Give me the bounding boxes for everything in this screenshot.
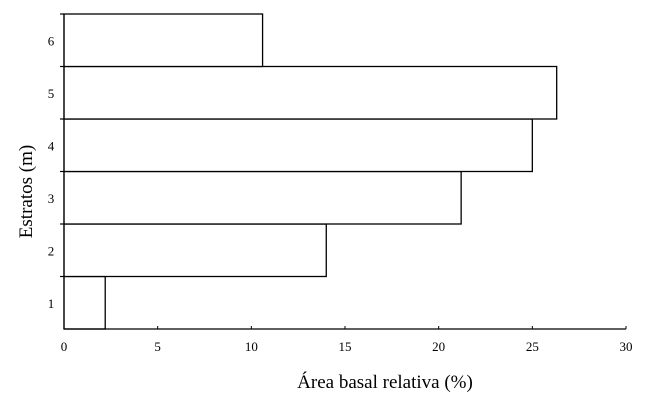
y-tick-label: 2: [48, 243, 55, 258]
y-axis-title: Estratos (m): [16, 145, 37, 238]
x-axis-title: Área basal relativa (%): [297, 371, 473, 393]
x-tick-label: 20: [432, 339, 445, 354]
y-ticks-group: 1 2 3 4 5 6: [48, 13, 64, 311]
bar-estrato-4: [63, 118, 533, 173]
bar-estrato-2: [63, 223, 327, 278]
bar-estrato-1: [63, 275, 106, 330]
x-tick-label: 10: [245, 339, 258, 354]
bars-group: [63, 13, 558, 330]
bar-estrato-6: [63, 13, 264, 68]
y-tick-label: 5: [48, 86, 55, 101]
y-tick-label: 1: [48, 296, 55, 311]
bar-estrato-3: [63, 170, 462, 225]
x-ticks-group: 0 5 10 15 20 25 30: [61, 326, 633, 354]
y-tick-label: 6: [48, 33, 55, 48]
x-tick-label: 0: [61, 339, 68, 354]
x-tick-label: 15: [339, 339, 352, 354]
x-tick-label: 5: [154, 339, 161, 354]
y-tick-label: 3: [48, 191, 55, 206]
y-tick-label: 4: [48, 138, 55, 153]
x-tick-label: 30: [620, 339, 633, 354]
bar-estrato-5: [63, 65, 558, 120]
x-tick-label: 25: [526, 339, 539, 354]
